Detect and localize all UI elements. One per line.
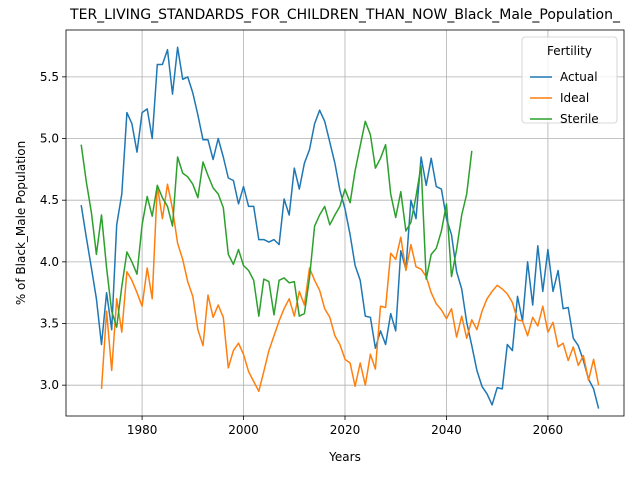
x-tick-label: 2000 bbox=[228, 423, 259, 437]
series-line-ideal bbox=[102, 184, 599, 391]
legend-entry: Sterile bbox=[560, 112, 599, 126]
legend: Fertility Actual Ideal Sterile bbox=[522, 37, 617, 126]
y-axis-label: % of Black_Male Population bbox=[14, 141, 28, 305]
series-line-sterile bbox=[81, 121, 472, 327]
y-tick-label: 3.0 bbox=[40, 378, 59, 392]
series-line-actual bbox=[81, 47, 598, 408]
series-lines bbox=[81, 47, 598, 408]
legend-title: Fertility bbox=[547, 44, 592, 58]
y-axis-ticks: 3.0 3.5 4.0 4.5 5.0 5.5 bbox=[40, 70, 66, 392]
y-tick-label: 5.5 bbox=[40, 70, 59, 84]
y-tick-label: 5.0 bbox=[40, 132, 59, 146]
x-tick-label: 2040 bbox=[431, 423, 462, 437]
legend-entry: Actual bbox=[560, 70, 598, 84]
y-tick-label: 3.5 bbox=[40, 317, 59, 331]
x-tick-label: 2020 bbox=[330, 423, 361, 437]
x-axis-ticks: 1980 2000 2020 2040 2060 bbox=[127, 416, 563, 437]
y-tick-label: 4.0 bbox=[40, 255, 59, 269]
x-axis-label: Years bbox=[328, 450, 361, 464]
x-tick-label: 1980 bbox=[127, 423, 158, 437]
legend-entry: Ideal bbox=[560, 91, 589, 105]
y-tick-label: 4.5 bbox=[40, 193, 59, 207]
x-tick-label: 2060 bbox=[533, 423, 564, 437]
chart-title: TER_LIVING_STANDARDS_FOR_CHILDREN_THAN_N… bbox=[69, 7, 621, 23]
